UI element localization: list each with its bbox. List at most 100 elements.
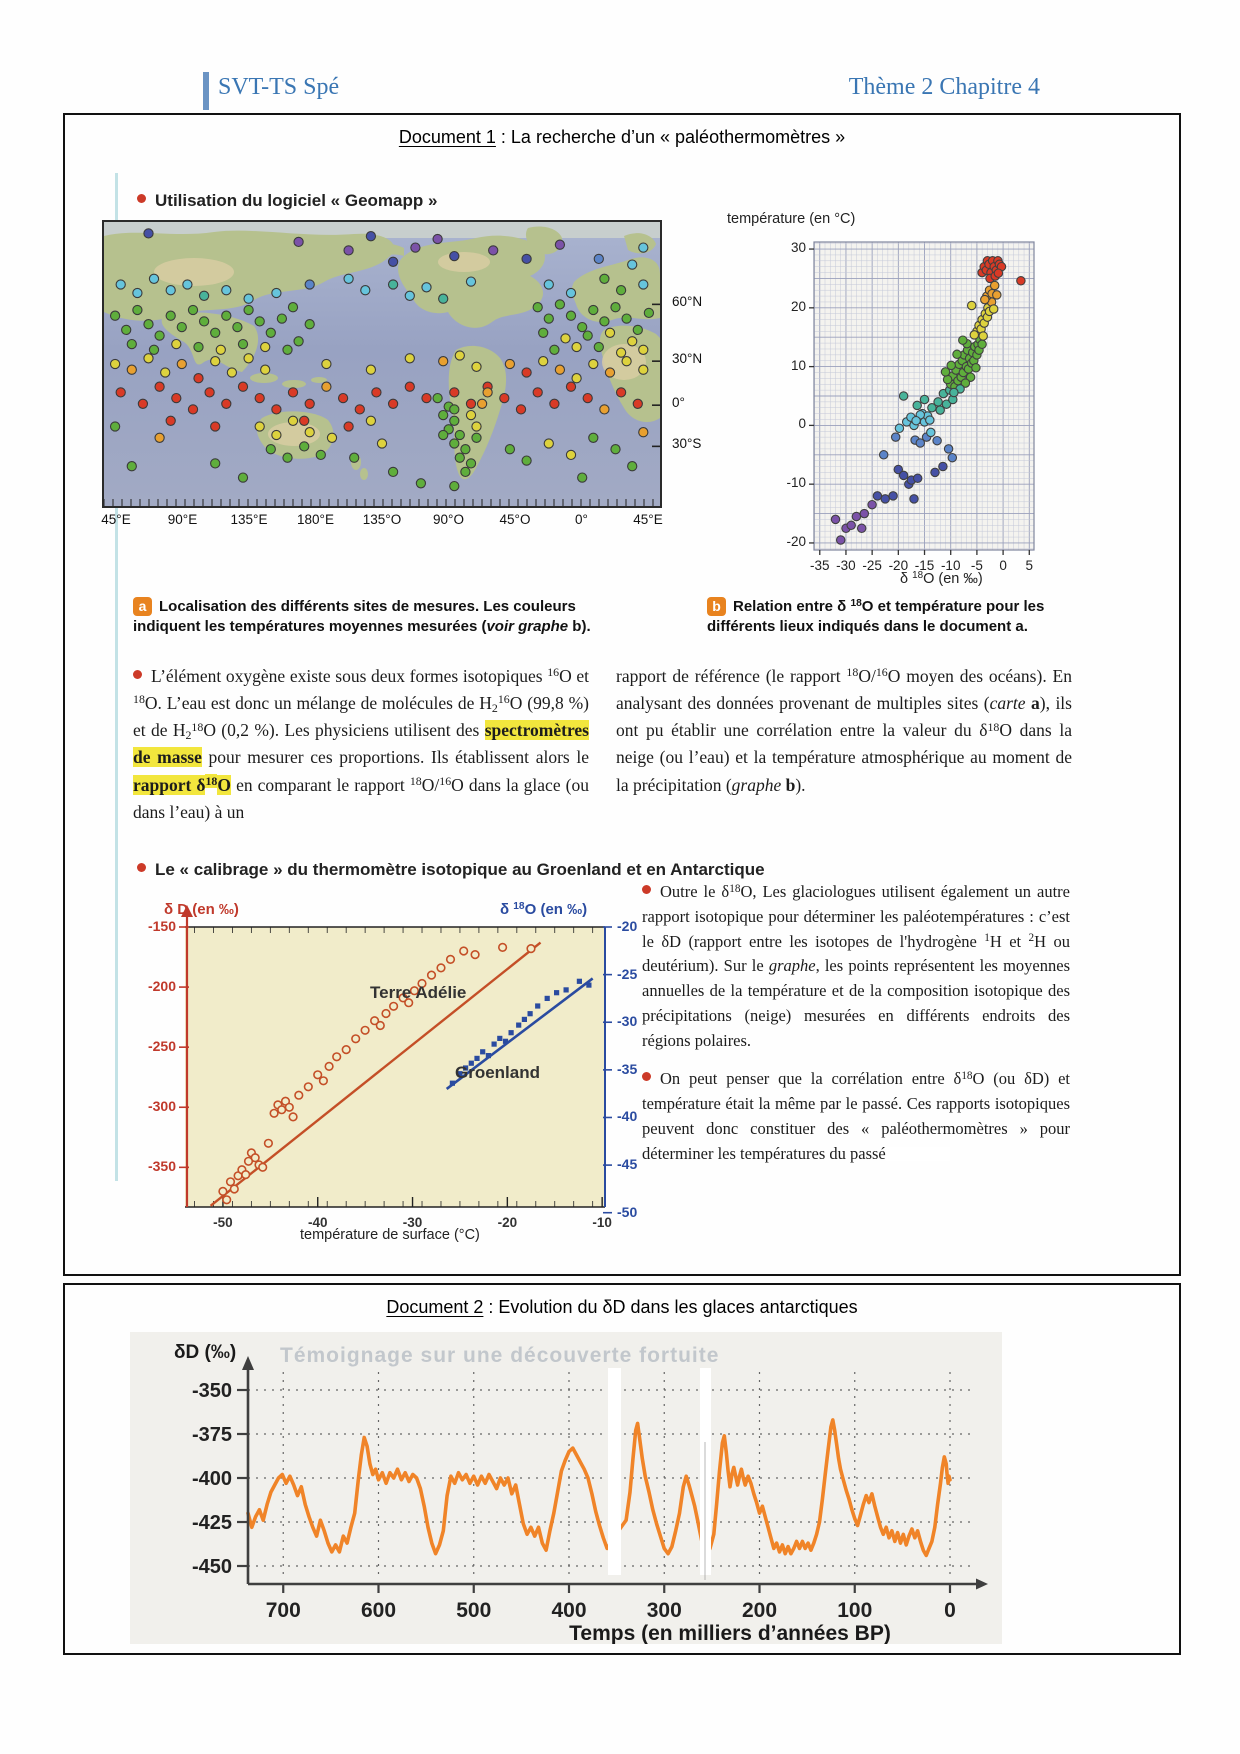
- site-dot: [404, 353, 415, 364]
- site-dot: [560, 333, 571, 344]
- groenland-point: [563, 987, 569, 993]
- site-dot: [387, 466, 399, 478]
- site-dot: [543, 438, 554, 449]
- terre-adelie-point: [324, 1061, 334, 1071]
- scatter-point: [992, 290, 1002, 300]
- site-dot: [126, 461, 137, 472]
- scatter-point: [856, 523, 867, 534]
- site-dot: [204, 387, 215, 398]
- calibration-plot: [179, 905, 612, 1214]
- site-dot: [504, 358, 516, 370]
- site-dot: [615, 285, 627, 296]
- site-dot: [460, 466, 471, 478]
- scatter-ytick-label: 20: [790, 298, 806, 314]
- site-dot: [265, 444, 276, 455]
- terre-adelie-point: [526, 944, 536, 954]
- scatter-xlabel: δ 18O (en ‰): [900, 570, 983, 587]
- terre-adelie-point: [313, 1070, 323, 1080]
- site-dot: [610, 302, 621, 313]
- site-dot: [349, 452, 360, 463]
- site-dot: [299, 415, 310, 426]
- terre-adelie-point: [294, 1090, 304, 1100]
- terre-adelie-point: [370, 1016, 380, 1026]
- lat-label: 0°: [672, 395, 685, 411]
- site-dot: [121, 324, 132, 336]
- groenland-point: [463, 1065, 469, 1071]
- dd-xtick-label: 500: [456, 1599, 491, 1622]
- dd-xtick-label: 100: [837, 1599, 872, 1622]
- site-dot: [376, 438, 388, 449]
- lat-label: 60°N: [672, 294, 703, 310]
- scatter-point: [989, 280, 1000, 291]
- text-column-left: L’élément oxygène existe sous deux forme…: [133, 663, 589, 826]
- site-dot: [465, 276, 477, 287]
- site-dot: [415, 478, 427, 489]
- site-dot: [532, 302, 543, 313]
- site-dot: [321, 358, 332, 370]
- world-map: [102, 220, 662, 508]
- scatter-xtick-label: -15: [914, 558, 935, 573]
- scatter-point: [926, 427, 936, 438]
- lat-label: 30°N: [672, 351, 703, 367]
- terre-adelie-point: [389, 1001, 399, 1011]
- site-dot: [154, 330, 165, 341]
- header-accent-bar: [203, 72, 209, 110]
- bullet-icon: [642, 1072, 651, 1082]
- site-dot: [165, 310, 176, 321]
- calib-xtick-label: -20: [497, 1215, 518, 1230]
- dd-xtick-label: 300: [647, 1599, 682, 1622]
- site-dot: [198, 290, 210, 301]
- caption-b: b Relation entre δ 18O et température pou…: [707, 597, 1045, 635]
- site-dot: [410, 242, 421, 253]
- terre-adelie-point: [250, 1153, 260, 1163]
- calib-right-tick-label: -45: [617, 1156, 638, 1173]
- site-dot: [365, 231, 377, 242]
- world-map-canvas: [104, 222, 660, 506]
- terre-adelie-point: [303, 1082, 313, 1092]
- site-dot: [488, 245, 499, 256]
- site-dot: [254, 316, 265, 327]
- terre-adelie-point: [222, 1195, 232, 1205]
- site-dot: [187, 404, 199, 415]
- terre-adelie-point: [426, 970, 437, 980]
- site-dot: [615, 387, 627, 398]
- terre-adelie-point: [381, 1008, 391, 1019]
- terre-adelie-point: [241, 1170, 251, 1180]
- site-dot: [182, 279, 193, 290]
- site-dot: [588, 304, 599, 316]
- terre-adelie-point: [417, 978, 427, 989]
- document-1-title-rest: : La recherche d’un « paléothermomètres …: [495, 127, 846, 147]
- site-dot: [226, 367, 238, 378]
- site-dot: [237, 381, 249, 392]
- site-dot: [215, 344, 226, 355]
- site-dot: [549, 344, 560, 355]
- site-dot: [132, 304, 143, 316]
- document-1-label: Document 1: [398, 127, 496, 147]
- calib-ylabel-right: δ 18O (en ‰): [500, 901, 588, 918]
- calib-right-tick-label: -20: [617, 918, 638, 934]
- scatter-plot: [809, 241, 1035, 555]
- terre-adelie-point: [218, 1186, 228, 1197]
- scatter-point: [965, 372, 976, 382]
- scatter-point: [958, 335, 968, 345]
- site-dot: [432, 233, 443, 245]
- scatter-point: [947, 452, 958, 463]
- scatter-point: [909, 494, 919, 504]
- continents: [104, 226, 660, 480]
- scatter-point: [940, 367, 951, 377]
- scatter-point: [971, 363, 981, 373]
- heading-calibrage: Le « calibrage » du thermomètre isotopiq…: [137, 860, 765, 880]
- bullet-icon: [137, 194, 146, 203]
- site-dot: [599, 404, 610, 415]
- site-dot: [354, 404, 365, 415]
- scatter-point: [880, 494, 890, 504]
- terre-adelie-point: [258, 1162, 268, 1172]
- site-dot: [387, 256, 399, 267]
- site-dot: [565, 449, 577, 461]
- site-dot: [287, 387, 299, 398]
- site-dot: [176, 321, 187, 333]
- paragraph-paleothermometres: On peut penser que la corrélation entre …: [642, 1069, 1070, 1163]
- site-dot: [593, 253, 604, 265]
- scatter-point: [988, 304, 999, 314]
